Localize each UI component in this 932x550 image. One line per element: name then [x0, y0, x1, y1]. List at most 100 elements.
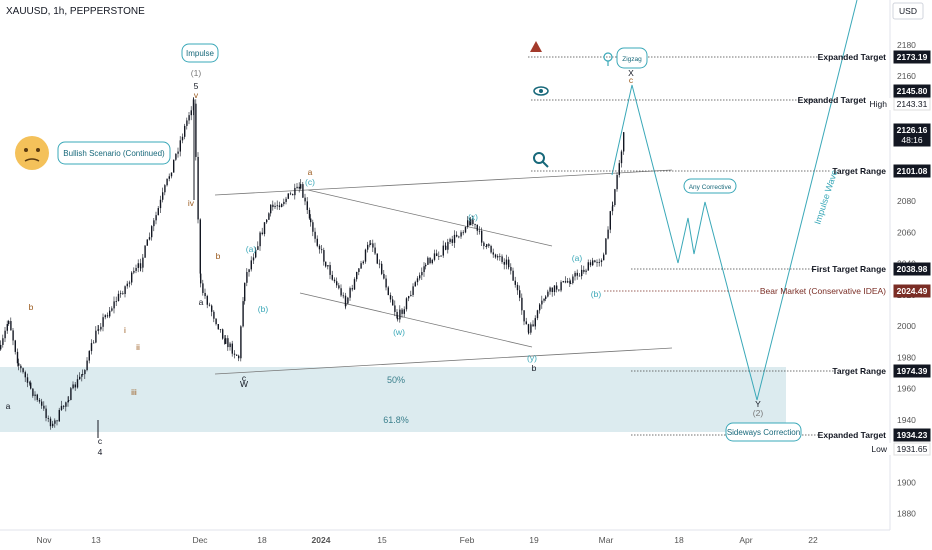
candle-body — [52, 423, 54, 427]
candle-body — [589, 262, 592, 266]
candle-body — [525, 321, 527, 325]
candle-body — [227, 338, 229, 348]
candle-body — [501, 256, 503, 262]
candle-body — [188, 115, 190, 121]
candle-body — [10, 321, 12, 331]
x-tick-4: 2024 — [312, 535, 331, 545]
candle-body — [124, 286, 126, 294]
candle-body — [423, 266, 425, 273]
y-tick-10: 1980 — [897, 352, 916, 362]
candle-body — [581, 269, 583, 277]
candle-body — [74, 384, 76, 388]
candle-body — [296, 186, 298, 188]
price-tag-value-7: 1974.39 — [897, 366, 928, 376]
candle-body — [314, 231, 316, 239]
bubble-4 — [725, 422, 802, 442]
price-tag-4 — [893, 164, 931, 178]
candle-body — [451, 239, 453, 243]
candle-body — [266, 219, 268, 223]
candle-body — [490, 246, 492, 253]
candle-body — [541, 300, 543, 305]
candle-body — [12, 330, 14, 341]
candle-body — [278, 205, 281, 208]
level-label-6: Expanded Target — [818, 430, 886, 440]
candle-body — [600, 260, 603, 263]
candle-body — [115, 301, 117, 302]
emoji-eye-right — [36, 148, 40, 152]
candle-body — [60, 405, 63, 410]
candle-body — [564, 281, 567, 283]
candle-body — [98, 329, 100, 331]
candle-body — [347, 297, 349, 304]
candle-body — [598, 262, 600, 263]
candle-body — [177, 151, 179, 154]
candle-body — [364, 249, 367, 262]
bubble-text-4: Sideways Correction — [727, 428, 800, 437]
candle-body — [596, 262, 598, 264]
candle-body — [369, 244, 371, 246]
currency-box — [892, 2, 924, 20]
level-label-0: Expanded Target — [818, 52, 886, 62]
candle-body — [109, 310, 111, 317]
candle-body — [95, 330, 97, 343]
y-tick-9: 2000 — [897, 321, 916, 331]
candle-body — [272, 204, 274, 208]
candle-body — [224, 338, 226, 344]
candle-body — [530, 324, 532, 333]
candle-body — [261, 232, 263, 235]
candle-body — [478, 230, 481, 232]
candle-body — [549, 287, 551, 292]
candle-body — [543, 298, 545, 301]
candle-body — [527, 324, 530, 333]
candle-body — [503, 261, 505, 265]
price-tag-value-0: 2173.19 — [897, 52, 928, 62]
candle-body — [394, 305, 396, 312]
candle-body — [620, 151, 623, 164]
x-tick-6: Feb — [460, 535, 475, 545]
candle-body — [512, 270, 514, 281]
candle-body — [318, 245, 321, 250]
candle-body — [551, 287, 553, 293]
candle-body — [508, 259, 510, 266]
candle-body — [255, 251, 257, 258]
candle-body — [387, 287, 389, 296]
price-tag-value-5: 2038.98 — [897, 264, 928, 274]
candle-body — [173, 159, 175, 173]
candle-body — [476, 224, 478, 231]
candle-body — [383, 273, 385, 279]
candle-body — [213, 311, 215, 319]
symbol-title: XAUUSD, 1h, PEPPERSTONE — [6, 6, 145, 17]
wave-label-25: c — [629, 75, 634, 85]
candle-body — [614, 189, 616, 206]
candle-body — [32, 388, 34, 396]
candle-body — [76, 379, 79, 388]
candle-body — [403, 309, 405, 314]
candle-body — [499, 256, 501, 257]
candle-body — [433, 253, 436, 260]
candle-body — [374, 247, 376, 254]
level-label-4: Bear Market (Conservative IDEA) — [760, 286, 886, 296]
candle-body — [139, 263, 142, 268]
candle-body — [231, 343, 233, 354]
candle-body — [47, 418, 49, 419]
emoji-mouth — [24, 158, 40, 162]
candle-body — [236, 354, 238, 356]
candle-body — [447, 241, 449, 250]
bubble-1 — [57, 141, 171, 165]
candle-body — [545, 296, 547, 299]
candle-body — [570, 283, 572, 284]
candle-body — [6, 324, 8, 331]
candle-body — [255, 249, 257, 252]
candle-body — [148, 237, 151, 240]
candle-body — [168, 176, 170, 179]
candle-body — [399, 309, 401, 320]
price-caption-2: High — [870, 99, 888, 109]
candle-body — [289, 193, 292, 195]
level-label-5: Target Range — [832, 366, 886, 376]
candle-body — [410, 294, 412, 297]
candle-body — [140, 267, 142, 269]
wave-label-6: 4 — [98, 447, 103, 457]
candle-body — [217, 324, 219, 330]
price-tag-value-2: 2143.31 — [897, 99, 928, 109]
